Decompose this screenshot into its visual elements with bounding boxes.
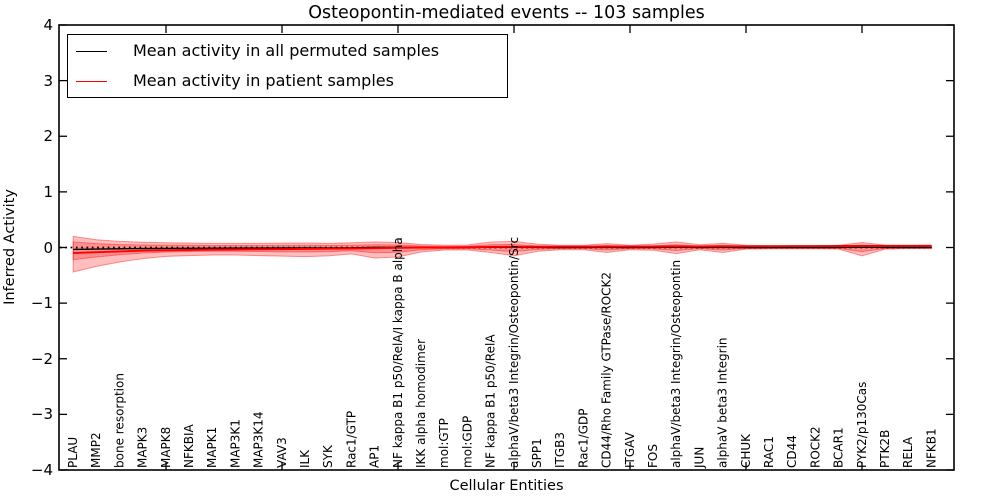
- y-tick-label: 2: [43, 127, 53, 146]
- y-tick-label: 3: [43, 71, 53, 90]
- x-category-label: FOS: [646, 444, 660, 468]
- x-category-label: alphaV/beta3 Integrin/Osteopontin: [669, 260, 683, 468]
- x-category-label: ILK: [298, 449, 312, 468]
- x-category-label: BCAR1: [832, 427, 846, 468]
- x-category-label: Rac1/GDP: [576, 409, 590, 468]
- legend-label-patient: Mean activity in patient samples: [133, 71, 394, 90]
- x-category-label: Rac1/GTP: [344, 411, 358, 468]
- x-category-label: IKK alpha homodimer: [414, 339, 428, 468]
- x-category-label: JUN: [692, 447, 706, 469]
- x-category-label: mol:GTP: [437, 418, 451, 468]
- y-tick-label: −2: [30, 349, 53, 368]
- x-category-label: MAPK8: [159, 427, 173, 468]
- legend-label-permuted: Mean activity in all permuted samples: [133, 41, 440, 60]
- x-category-label: alphaV beta3 Integrin: [716, 337, 730, 468]
- patient-mean-line: [73, 244, 932, 255]
- x-category-label: AP1: [368, 445, 382, 468]
- legend: Mean activity in all permuted samples Me…: [67, 34, 508, 98]
- y-tick-label: 4: [43, 16, 53, 34]
- chart-title: Osteopontin-mediated events -- 103 sampl…: [308, 3, 705, 23]
- x-category-label: mol:GDP: [460, 416, 474, 468]
- x-category-label: MAP3K1: [228, 419, 242, 468]
- x-category-label: MAP3K14: [252, 411, 266, 468]
- x-category-label: CHUK: [739, 433, 753, 468]
- x-category-label: ROCK2: [808, 426, 822, 468]
- x-category-label: NF kappa B1 p50/RelA: [484, 334, 498, 468]
- x-category-label: RAC1: [762, 436, 776, 468]
- x-category-label: CD44/Rho Family GTPase/ROCK2: [600, 272, 614, 468]
- x-category-label: PYK2/p130Cas: [855, 382, 869, 468]
- x-category-label: VAV3: [275, 437, 289, 468]
- x-category-label: MMP2: [89, 432, 103, 468]
- legend-item-patient: Mean activity in patient samples: [76, 69, 507, 93]
- x-category-label: SYK: [321, 444, 335, 468]
- y-tick-label: 0: [43, 238, 53, 257]
- x-category-label: bone resorption: [112, 373, 126, 468]
- x-category-label: CD44: [785, 435, 799, 468]
- y-tick-label: −4: [30, 461, 53, 479]
- x-category-label: SPP1: [530, 438, 544, 468]
- confidence-band-outer: [72, 235, 933, 273]
- x-category-label: RELA: [901, 436, 915, 468]
- x-category-label: MAPK1: [205, 427, 219, 468]
- x-category-label: MAPK3: [136, 427, 150, 468]
- x-axis-title: Cellular Entities: [449, 478, 564, 494]
- x-category-label: NFKB1: [924, 428, 938, 468]
- x-category-label: PTK2B: [878, 430, 892, 468]
- x-category-label: ITGB3: [553, 432, 567, 468]
- legend-item-permuted: Mean activity in all permuted samples: [76, 39, 507, 63]
- permuted-line-sample-icon: [76, 50, 107, 52]
- x-category-label: NFKBIA: [182, 423, 196, 468]
- x-category-label: alphaV/beta3 Integrin/Osteopontin/Src: [507, 237, 521, 468]
- x-category-label: PLAU: [66, 437, 80, 468]
- x-category-label: ITGAV: [623, 431, 637, 468]
- patient-line-sample-icon: [76, 80, 107, 82]
- y-tick-label: −1: [30, 294, 53, 313]
- y-tick-label: −3: [30, 405, 53, 424]
- x-category-label: NF kappa B1 p50/RelA/I kappa B alpha: [391, 237, 405, 468]
- y-tick-label: 1: [43, 182, 53, 201]
